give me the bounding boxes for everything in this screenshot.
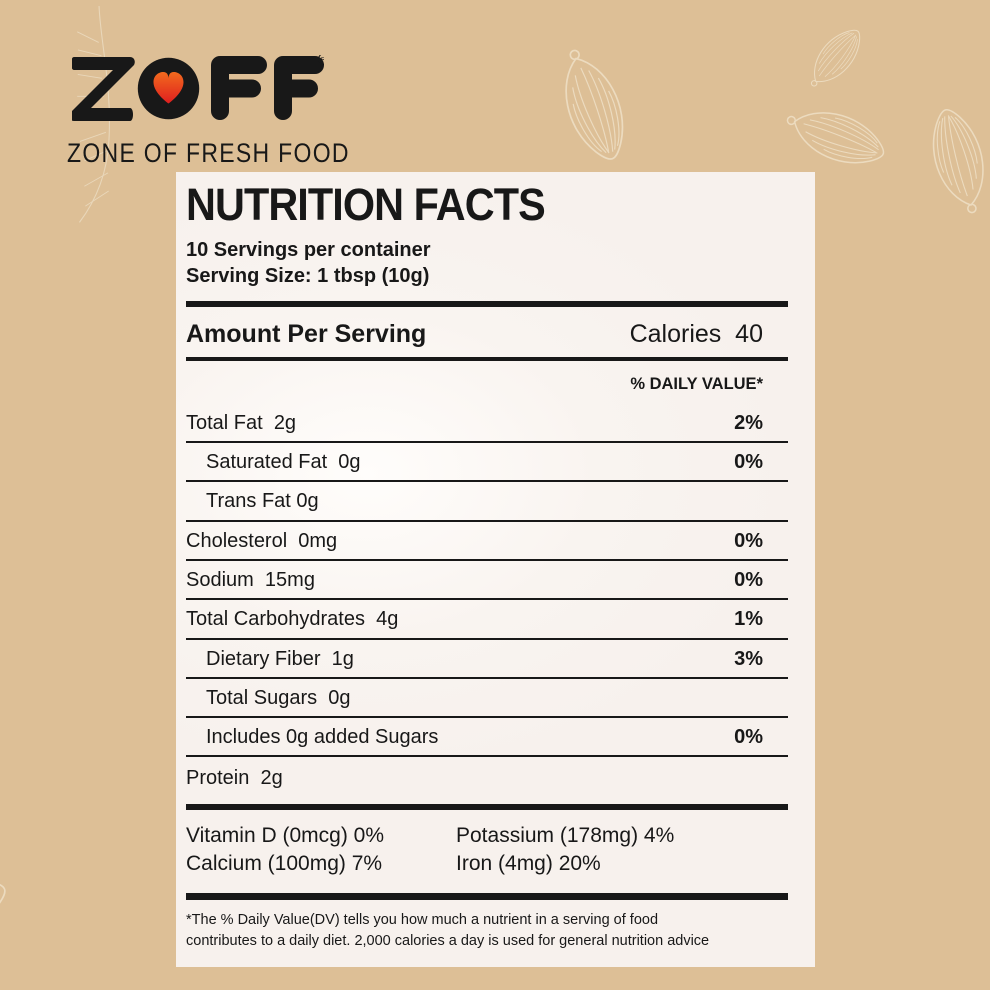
svg-text:R: R [321,57,324,64]
